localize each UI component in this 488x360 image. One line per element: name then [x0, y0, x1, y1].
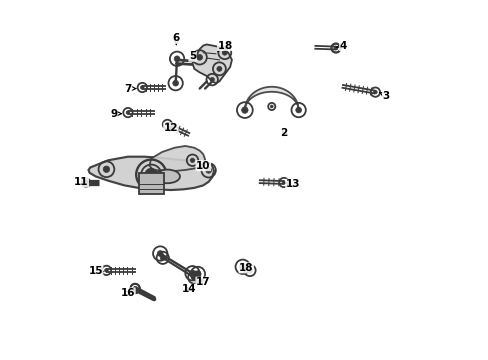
- Circle shape: [174, 56, 180, 62]
- Circle shape: [133, 287, 137, 291]
- Circle shape: [205, 167, 211, 173]
- Text: 2: 2: [280, 129, 287, 138]
- Circle shape: [104, 269, 108, 272]
- Circle shape: [160, 255, 165, 260]
- Text: 10: 10: [196, 161, 210, 171]
- Circle shape: [196, 54, 202, 60]
- Circle shape: [239, 264, 245, 270]
- Circle shape: [189, 270, 195, 276]
- Polygon shape: [149, 146, 204, 171]
- Text: 8: 8: [224, 41, 231, 51]
- Circle shape: [333, 46, 337, 50]
- Circle shape: [241, 107, 247, 113]
- Text: 7: 7: [124, 84, 136, 94]
- Polygon shape: [88, 157, 214, 190]
- Circle shape: [172, 80, 178, 86]
- Text: 9: 9: [110, 109, 121, 119]
- Circle shape: [157, 251, 163, 256]
- Circle shape: [140, 86, 144, 89]
- Text: 5: 5: [188, 51, 196, 61]
- Text: 16: 16: [121, 288, 135, 298]
- Text: 12: 12: [163, 123, 178, 133]
- Text: 14: 14: [181, 284, 196, 294]
- Polygon shape: [192, 44, 231, 83]
- Circle shape: [295, 107, 301, 113]
- Circle shape: [84, 181, 88, 184]
- Circle shape: [222, 50, 227, 55]
- Circle shape: [144, 168, 158, 181]
- Circle shape: [217, 66, 222, 71]
- Text: 1: 1: [217, 41, 224, 51]
- Text: 17: 17: [196, 277, 210, 287]
- Polygon shape: [244, 87, 298, 110]
- Circle shape: [282, 181, 285, 184]
- Text: 4: 4: [336, 41, 346, 50]
- Circle shape: [133, 287, 137, 290]
- Circle shape: [126, 111, 129, 114]
- Text: 3: 3: [379, 91, 389, 101]
- Circle shape: [270, 105, 273, 108]
- Text: 18: 18: [239, 263, 253, 273]
- Circle shape: [194, 271, 201, 277]
- Circle shape: [210, 77, 214, 82]
- Circle shape: [103, 166, 109, 172]
- Text: 13: 13: [285, 179, 300, 189]
- Circle shape: [333, 46, 337, 50]
- FancyBboxPatch shape: [139, 173, 163, 194]
- Text: 11: 11: [74, 177, 89, 187]
- Circle shape: [247, 268, 252, 273]
- Circle shape: [373, 90, 376, 94]
- Circle shape: [190, 158, 194, 162]
- Ellipse shape: [155, 170, 180, 183]
- Circle shape: [165, 123, 169, 126]
- Text: 6: 6: [172, 33, 180, 44]
- Text: 15: 15: [88, 266, 103, 276]
- Circle shape: [191, 275, 196, 280]
